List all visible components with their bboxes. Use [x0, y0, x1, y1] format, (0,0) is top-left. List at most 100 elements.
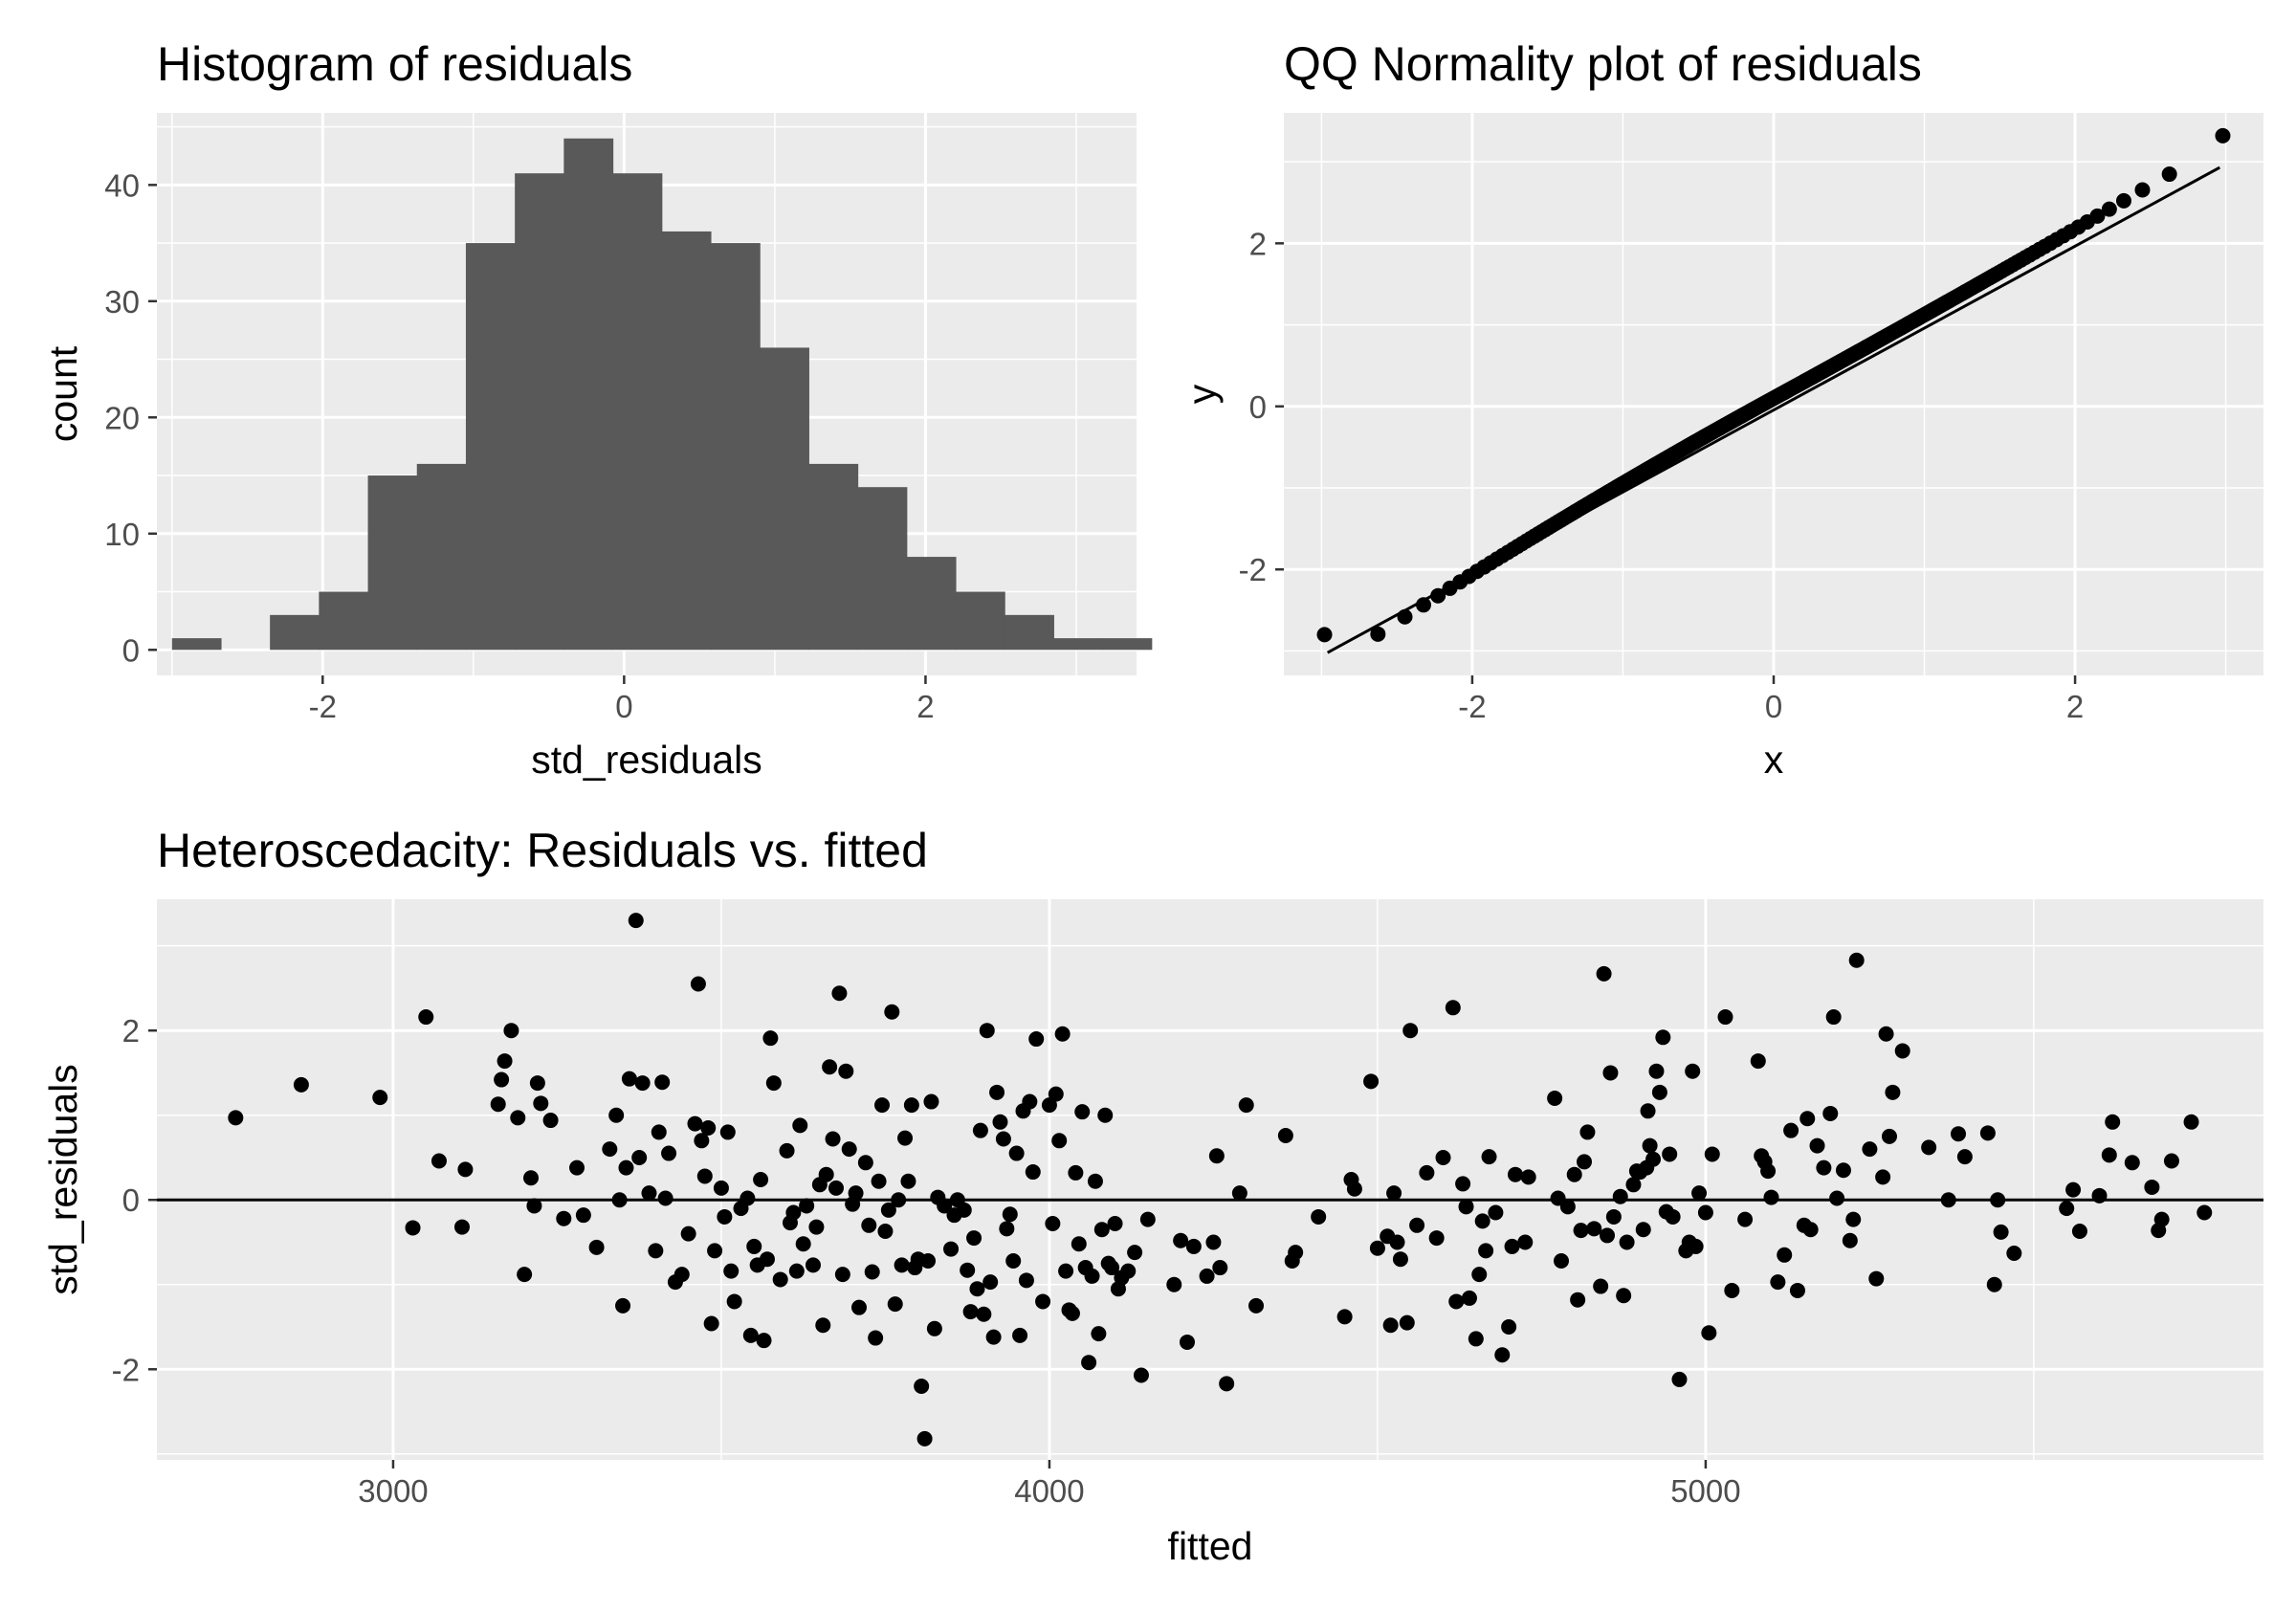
residual-point: [822, 1059, 838, 1075]
qq-x-tick-label: 2: [2066, 689, 2084, 724]
histogram-y-tick-label: 0: [122, 632, 140, 668]
residual-point: [976, 1306, 992, 1322]
residual-point: [1697, 1204, 1713, 1221]
residual-point: [1008, 1145, 1025, 1161]
residual-point: [956, 1202, 972, 1218]
residuals-vs-fitted-y-tick-label: 0: [122, 1182, 140, 1218]
residual-point: [2065, 1181, 2082, 1198]
qq-axes: -2 0 2 -2 0 2: [1239, 226, 2085, 724]
residual-point: [651, 1124, 667, 1140]
residual-point: [1651, 1084, 1667, 1100]
residual-point: [1894, 1043, 1910, 1059]
residual-point: [1921, 1139, 1937, 1156]
residual-point: [228, 1110, 244, 1126]
residual-point: [1093, 1222, 1110, 1238]
residuals-vs-fitted-y-tick-label: 2: [122, 1013, 140, 1049]
residual-point: [825, 1131, 841, 1147]
residual-point: [1688, 1238, 1704, 1254]
residual-point: [841, 1141, 857, 1158]
residuals-vs-fitted-y-tick-label: -2: [112, 1352, 140, 1387]
histogram-bar: [612, 173, 663, 651]
residual-point: [788, 1263, 805, 1279]
qq-point: [1316, 627, 1333, 643]
residual-point: [1979, 1125, 1996, 1141]
residual-point: [1845, 1211, 1862, 1227]
residual-point: [529, 1075, 545, 1092]
residual-point: [1002, 1206, 1018, 1223]
residual-point: [1559, 1199, 1576, 1215]
qq-point: [1370, 626, 1386, 642]
residual-point: [1091, 1326, 1107, 1342]
residual-point: [1288, 1245, 1304, 1261]
residual-point: [1409, 1217, 1425, 1233]
residual-point: [1566, 1166, 1582, 1182]
residual-point: [673, 1267, 690, 1283]
residual-point: [1402, 1023, 1419, 1039]
residual-point: [1107, 1216, 1123, 1232]
residual-point: [1577, 1154, 1593, 1170]
residual-point: [995, 1131, 1011, 1147]
residual-point: [916, 1430, 933, 1446]
residual-point: [857, 1155, 873, 1171]
residual-point: [719, 1124, 736, 1140]
histogram-bar: [416, 463, 467, 651]
qq-point: [2101, 201, 2117, 217]
residual-point: [1868, 1270, 1885, 1287]
residual-point: [926, 1320, 942, 1336]
residual-point: [1392, 1251, 1408, 1268]
residual-point: [1612, 1188, 1628, 1204]
histogram-y-tick-label: 40: [104, 167, 140, 203]
residual-point: [877, 1223, 894, 1239]
histogram-y-tick-label: 30: [104, 284, 140, 320]
residual-point: [1248, 1297, 1265, 1314]
residual-point: [2105, 1114, 2121, 1130]
residual-point: [1507, 1166, 1523, 1182]
residual-point: [985, 1329, 1002, 1345]
residual-point: [851, 1299, 867, 1315]
residual-point: [1816, 1159, 1832, 1176]
residual-point: [1750, 1053, 1766, 1070]
residuals-vs-fitted-panel: Heteroscedacity: Residuals vs. fitted 30…: [41, 824, 2263, 1568]
residual-point: [1025, 1164, 1041, 1181]
residual-point: [999, 1221, 1015, 1237]
histogram-bar: [906, 557, 957, 651]
residual-point: [962, 1304, 979, 1320]
residual-point: [874, 1097, 891, 1114]
residual-point: [713, 1180, 729, 1196]
histogram-title: Histogram of residuals: [157, 37, 632, 91]
residual-point: [1763, 1189, 1779, 1205]
residual-point: [785, 1204, 802, 1221]
residual-point: [1448, 1293, 1465, 1310]
residual-point: [1517, 1234, 1534, 1250]
residual-point: [979, 1023, 995, 1039]
residual-point: [1655, 1029, 1671, 1046]
residual-point: [1573, 1223, 1589, 1239]
residual-point: [1547, 1091, 1563, 1107]
residual-point: [742, 1327, 759, 1343]
residual-point: [1881, 1128, 1897, 1144]
residual-point: [648, 1243, 664, 1259]
histogram-bar: [465, 243, 516, 651]
residual-point: [894, 1257, 910, 1273]
residual-point: [602, 1141, 618, 1158]
residual-point: [818, 1166, 834, 1182]
qq-y-axis-title: y: [1180, 384, 1224, 404]
residual-point: [618, 1159, 634, 1176]
residual-point: [2153, 1211, 2170, 1227]
residual-point: [838, 1063, 854, 1079]
residual-point: [494, 1071, 510, 1088]
residual-point: [1956, 1149, 1973, 1165]
residual-point: [1238, 1097, 1254, 1114]
residual-point: [1336, 1309, 1353, 1325]
qq-point: [2134, 182, 2151, 198]
residual-point: [1645, 1151, 1662, 1167]
residual-point: [1064, 1305, 1080, 1321]
histogram-bar: [319, 591, 369, 651]
residual-point: [1035, 1293, 1051, 1310]
qq-y-tick-label: 0: [1249, 389, 1267, 425]
residual-point: [453, 1219, 470, 1235]
residual-point: [1789, 1282, 1805, 1298]
residual-point: [700, 1120, 717, 1137]
